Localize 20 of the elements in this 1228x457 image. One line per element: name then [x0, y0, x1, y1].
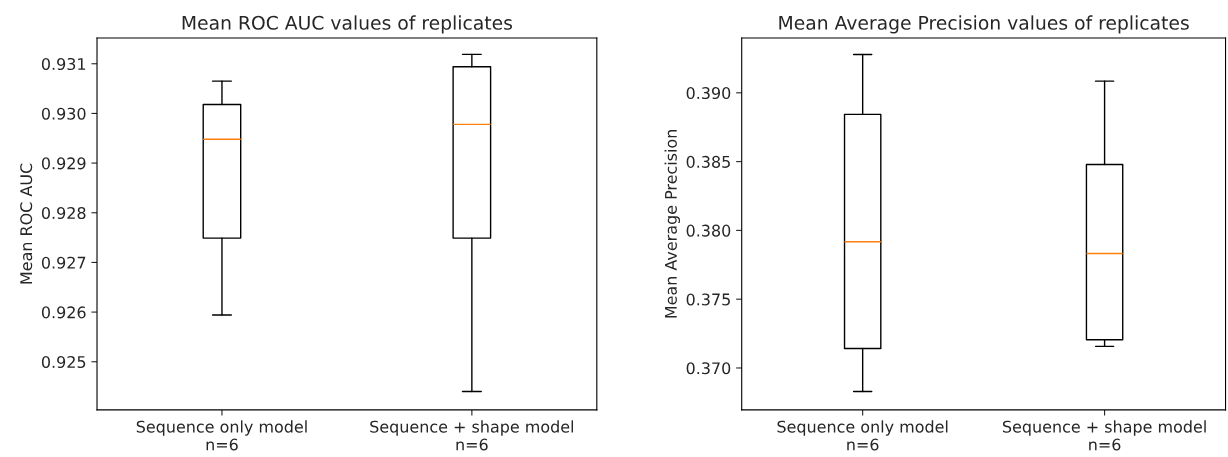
y-tick-label: 0.931: [41, 57, 86, 71]
y-tick-label: 0.380: [686, 224, 731, 237]
y-tick-label: 0.927: [41, 256, 86, 269]
x-tick-label: Sequence + shape model n=6: [370, 420, 574, 451]
x-tick-label: Sequence only model n=6: [777, 420, 948, 451]
y-tick-label: 0.929: [41, 157, 86, 170]
y-tick-label: 0.926: [41, 306, 86, 319]
y-axis-title: Mean ROC AUC: [20, 163, 33, 284]
y-tick-label: 0.385: [686, 155, 730, 168]
y-tick-label: 0.390: [686, 87, 731, 100]
y-tick-label: 0.930: [41, 107, 86, 120]
chart-title: Mean ROC AUC values of replicates: [182, 15, 513, 34]
x-tick-label: Sequence + shape model n=6: [1002, 420, 1206, 451]
y-tick-label: 0.370: [686, 362, 731, 375]
y-tick-label: 0.925: [41, 355, 86, 369]
y-tick-label: 0.928: [41, 206, 86, 220]
chart-title: Mean Average Precision values of replicates: [779, 15, 1189, 34]
y-axis-title: Mean Average Precision: [664, 130, 681, 318]
y-tick-label: 0.375: [686, 293, 730, 306]
x-tick-label: Sequence only model n=6: [136, 420, 307, 451]
